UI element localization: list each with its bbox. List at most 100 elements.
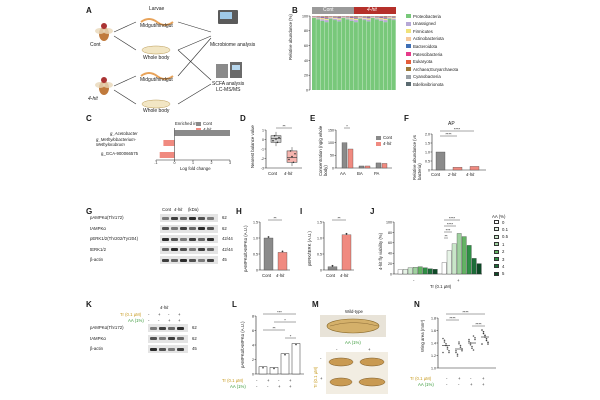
k-tr-sign: - bbox=[148, 312, 150, 317]
e-xcat-1: BA bbox=[357, 171, 363, 176]
group-header-cont-text: Cont bbox=[323, 7, 334, 13]
k-band bbox=[159, 326, 166, 330]
n-point bbox=[446, 348, 449, 350]
g-lane-cont: Cont bbox=[162, 207, 172, 212]
j-legend-swatch bbox=[494, 264, 499, 269]
k-tr-sign: - bbox=[168, 312, 170, 317]
b-ylabel: Relative abundance (%) bbox=[288, 14, 293, 60]
b-bar-seg-Bacteroidota bbox=[320, 17, 325, 18]
c-tick-label: 0 bbox=[174, 161, 176, 164]
k-band bbox=[159, 347, 166, 351]
b-bar-seg-Proteobacteria bbox=[391, 20, 396, 90]
i-tick-label: 1.0 bbox=[317, 236, 322, 240]
b-bar-seg-Proteobacteria bbox=[337, 21, 342, 90]
b-legend: Proteobacteria Unassigned Firmicutes Actino… bbox=[406, 14, 486, 94]
b-bar-seg-Unassigned bbox=[312, 17, 316, 18]
g-kda-label: 42/44 bbox=[222, 246, 233, 252]
j-ylabel: 4-hit fly viability (%) bbox=[378, 232, 383, 270]
h-tick-label: 0.5 bbox=[253, 252, 258, 256]
b-legend-swatch bbox=[406, 74, 411, 79]
b-bar-seg-Bacteroidota bbox=[349, 17, 354, 18]
k-tr-label: Tr (0.1 μM) bbox=[120, 312, 142, 317]
c-bar-1 bbox=[163, 140, 175, 146]
b-bar-seg-Unassigned bbox=[358, 17, 363, 19]
b-legend-label: Bacteroidota bbox=[413, 43, 438, 49]
h-bar-4-hit bbox=[277, 252, 288, 271]
e-bar-AA-Cont bbox=[341, 142, 348, 169]
l-sig-label: * bbox=[284, 317, 286, 322]
b-bar-seg-Bacteroidota bbox=[391, 17, 396, 18]
d-tick-label: 0 bbox=[262, 138, 264, 142]
b-bar-seg-Firmicutes bbox=[383, 19, 388, 21]
n-point bbox=[456, 353, 459, 356]
d-point bbox=[289, 150, 292, 152]
g-band bbox=[162, 216, 169, 220]
n-sig-label: **** bbox=[449, 315, 456, 320]
b-legend-label: Proteobacteria bbox=[413, 13, 441, 19]
b-bar-seg-Firmicutes bbox=[362, 18, 367, 19]
f-xcat-1: 2-hit bbox=[448, 172, 457, 177]
b-bar-seg-Proteobacteria bbox=[354, 22, 358, 90]
b-bar-seg-Firmicutes bbox=[324, 19, 329, 21]
larva-icon bbox=[141, 45, 171, 55]
j-bar-Tr --0.5 bbox=[407, 267, 413, 275]
b-bar-seg-Unassigned bbox=[333, 18, 337, 21]
b-bar-seg-Proteobacteria bbox=[324, 22, 329, 90]
midgut-label-2: Midgut/hindgut bbox=[140, 77, 173, 83]
n-point bbox=[458, 342, 460, 345]
b-bar-seg-Bacteroidota bbox=[333, 17, 337, 18]
b-bar-seg-Unassigned bbox=[341, 17, 346, 18]
h-point bbox=[267, 236, 270, 238]
b-bar-seg-Firmicutes bbox=[375, 17, 379, 19]
g-kda-label: 62 bbox=[222, 225, 227, 231]
l-aa-sign: + bbox=[278, 384, 281, 389]
l-tr-sign: - bbox=[256, 378, 258, 383]
b-legend-label: Cyanobacteria bbox=[413, 74, 441, 80]
b-bar-seg-Archaea;Euryarchaeota bbox=[383, 16, 388, 17]
b-tick-label: 20 bbox=[304, 74, 308, 78]
b-bar-seg-Proteobacteria bbox=[370, 17, 375, 90]
k-band bbox=[159, 337, 166, 340]
g-kda: (kDa) bbox=[188, 207, 199, 212]
d-point bbox=[272, 139, 274, 142]
b-bar-seg-Unassigned bbox=[316, 18, 321, 20]
n-point bbox=[446, 346, 449, 349]
b-legend-label: Archaea;Euryarchaeota bbox=[413, 66, 459, 72]
f-tick-label: 2.0 bbox=[425, 132, 430, 136]
e-xcat-2: PA bbox=[374, 171, 380, 176]
n-point bbox=[459, 346, 462, 349]
n-point bbox=[481, 343, 483, 345]
b-bar-seg-Proteobacteria bbox=[341, 17, 346, 90]
b-bar-seg-Actinobacteriota bbox=[379, 17, 384, 19]
d-tick-label: -3 bbox=[261, 166, 264, 170]
chart-f: 0 0.5 1.0 1.5 2.0 ******** bbox=[425, 128, 486, 172]
b-bar-seg-Unassigned bbox=[354, 20, 358, 23]
b-legend-label: Eukaryota bbox=[413, 59, 433, 65]
g-kda-label: 45 bbox=[222, 257, 227, 262]
b-legend-label: Bdellovibrionota bbox=[413, 81, 444, 87]
h-xcat-0: Cont bbox=[262, 273, 272, 278]
b-bar-seg-Proteobacteria bbox=[349, 20, 354, 91]
m-wing-grid bbox=[326, 352, 388, 394]
n-ylabel: Wing area (mm²) bbox=[420, 319, 425, 352]
j-bar-Tr +-4 bbox=[471, 258, 477, 275]
g-band bbox=[189, 216, 196, 220]
j-sig-label: ** bbox=[444, 233, 448, 238]
j-group-plus: + bbox=[457, 278, 460, 283]
b-bar-seg-Unassigned bbox=[345, 18, 350, 20]
h-xcat-1: 4-hit bbox=[276, 273, 285, 278]
k-header: 4-hit bbox=[160, 305, 169, 310]
l-point bbox=[262, 366, 264, 369]
n-aa-sign: + bbox=[470, 382, 473, 387]
n-tick-label: 1.6 bbox=[431, 329, 436, 333]
panel-label-n: N bbox=[414, 300, 420, 309]
b-tick-label: 100 bbox=[302, 14, 308, 18]
chart-c: -1 0 1 2 3 bbox=[154, 128, 231, 164]
j-legend-swatch bbox=[494, 227, 499, 232]
h-ylabel: pAMPKα/tAMPKα (A.U.) bbox=[243, 225, 248, 272]
chart-n: 1.0 1.2 1.4 1.6 1.8 **** **** **** bbox=[431, 310, 496, 370]
b-bar-seg-Archaea;Euryarchaeota bbox=[354, 16, 358, 17]
g-band bbox=[198, 227, 205, 230]
panel-label-g: G bbox=[86, 207, 93, 216]
j-tick-label: 60 bbox=[388, 241, 392, 245]
